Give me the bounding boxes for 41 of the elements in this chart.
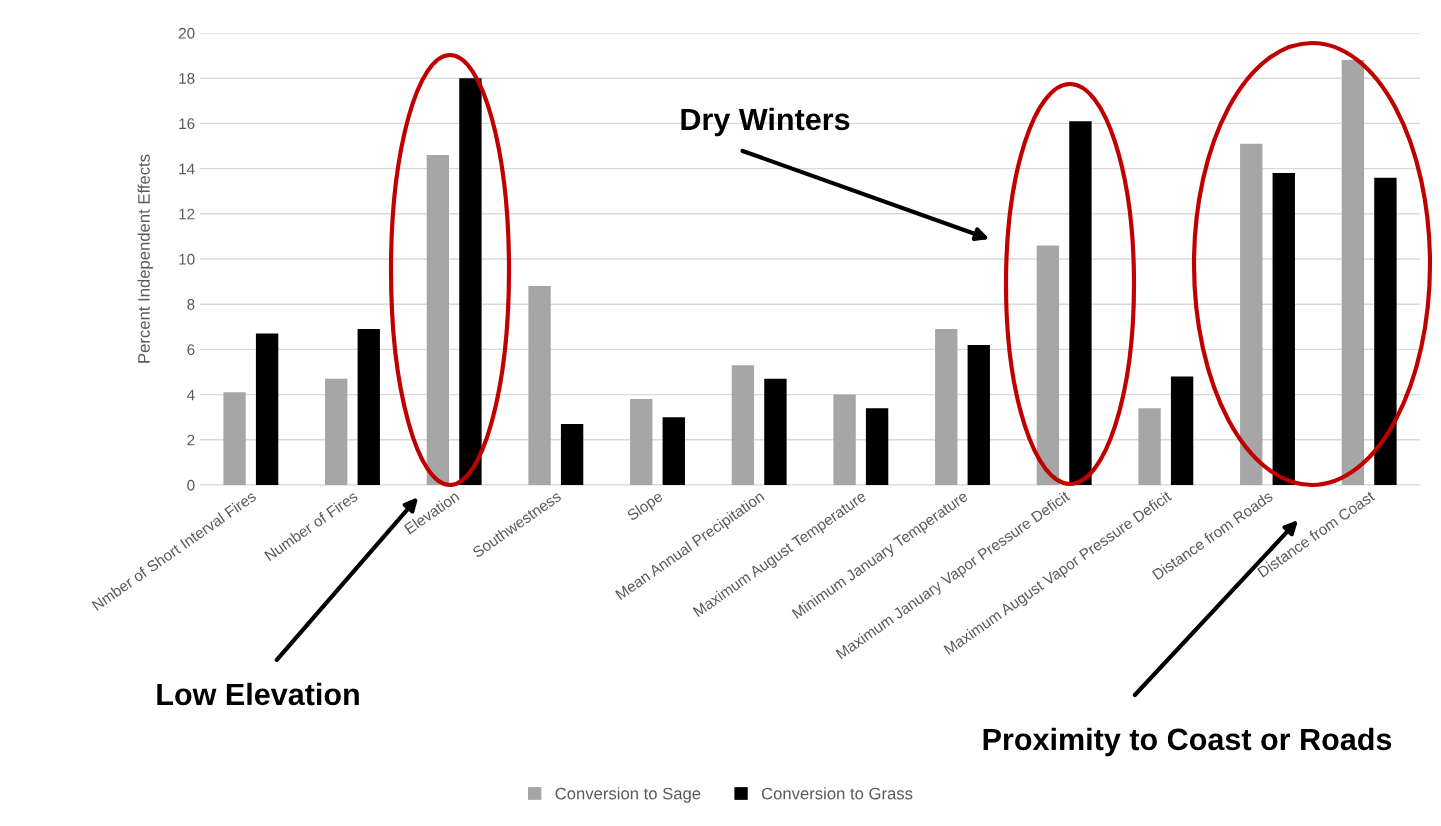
text: Low Elevation (157, 682, 359, 706)
y-tick-label: 8 (187, 299, 195, 310)
bar (459, 78, 482, 485)
bar (426, 155, 450, 485)
y-tick-label: 16 (179, 118, 195, 130)
bar (833, 394, 856, 485)
bar (1374, 177, 1397, 485)
bar (325, 378, 348, 485)
bar (1240, 143, 1263, 485)
legend-label: Conversion to Grass (761, 787, 913, 800)
annotation: Dry Winters (681, 107, 850, 137)
bar (662, 417, 685, 485)
bar (255, 333, 279, 485)
y-axis-title: Percent Independent Effects (137, 154, 154, 363)
bar (1069, 121, 1092, 485)
bar (223, 392, 246, 485)
y-tick-label: 4 (186, 389, 195, 401)
bar (630, 399, 653, 485)
bar (1272, 173, 1295, 485)
y-tick-label: 18 (179, 73, 195, 84)
bar (731, 365, 755, 485)
legend-label: Conversion to Sage (555, 787, 701, 803)
y-tick-label: 12 (179, 208, 195, 220)
bar (1170, 376, 1194, 485)
y-tick-label: 10 (179, 253, 195, 265)
bar (865, 408, 889, 485)
bar (1138, 408, 1161, 485)
bar (1341, 60, 1365, 485)
bar (967, 344, 990, 485)
bar (357, 329, 380, 485)
bar (528, 286, 551, 485)
bar (560, 423, 584, 485)
bar (935, 329, 958, 485)
y-tick-label: 2 (187, 434, 195, 446)
y-tick-label: 0 (187, 479, 195, 491)
text: Proximity to Coast or Roads (983, 727, 1392, 757)
bar (1036, 245, 1060, 485)
y-tick-label: 20 (178, 27, 195, 39)
y-tick-label: 14 (179, 163, 195, 175)
bar (764, 378, 787, 485)
y-tick-label: 6 (187, 344, 195, 356)
